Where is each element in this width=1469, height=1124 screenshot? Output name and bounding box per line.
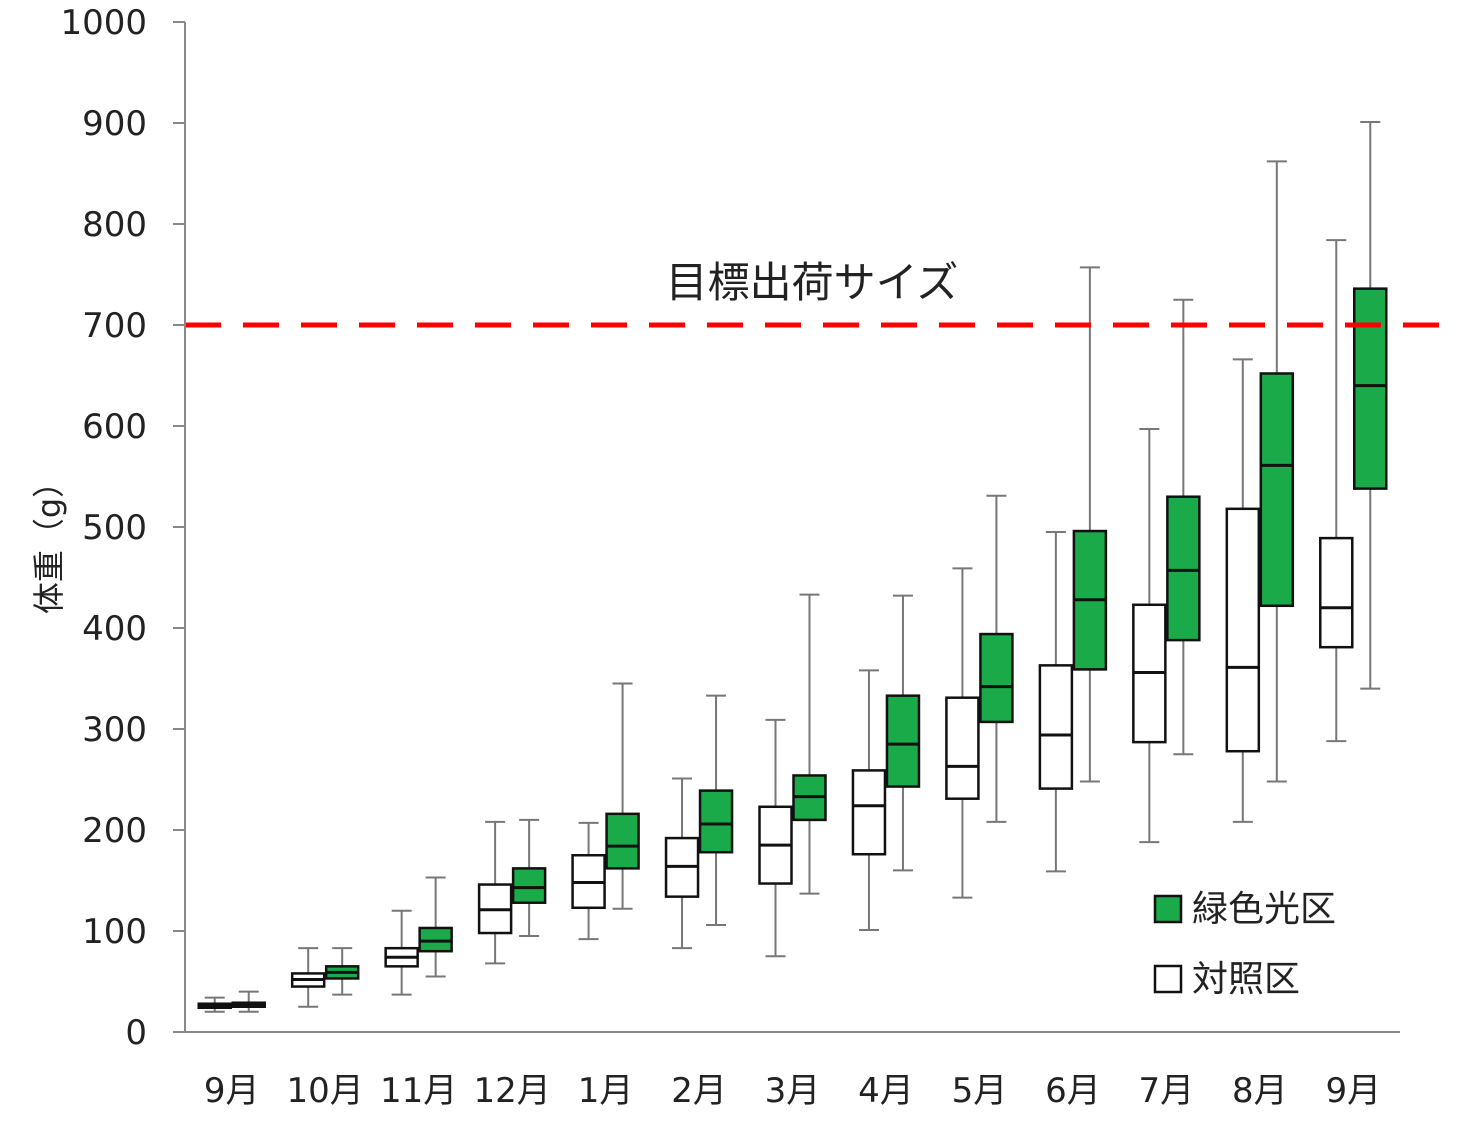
x-tick-label: 3月 [765, 1071, 821, 1111]
x-tick-label: 2月 [671, 1071, 727, 1111]
control-box-10 [1132, 428, 1167, 844]
control-box-11 [1225, 358, 1261, 823]
iqr-box [1225, 507, 1261, 753]
control-box-0 [197, 996, 232, 1013]
y-tick-label: 400 [82, 609, 147, 649]
green-box-8 [979, 494, 1014, 823]
legend-label: 緑色光区 [1192, 889, 1336, 930]
y-tick-label: 700 [82, 306, 147, 346]
y-tick-label: 300 [82, 710, 147, 750]
control-box-6 [758, 718, 793, 958]
x-tick-label: 9月 [1325, 1071, 1381, 1111]
y-tick-label: 600 [82, 407, 147, 447]
control-box-8 [945, 567, 980, 899]
y-tick-label: 800 [82, 205, 147, 245]
y-axis-title: 体重（g） [30, 466, 68, 614]
green-box-7 [885, 594, 921, 872]
green-box-2 [418, 876, 453, 978]
x-tick-label: 9月 [204, 1071, 260, 1111]
y-tick-label: 200 [82, 811, 147, 851]
control-box-1 [290, 947, 326, 1008]
control-box-2 [384, 909, 419, 996]
green-box-10 [1166, 298, 1201, 756]
y-tick-label: 1000 [60, 3, 147, 43]
green-box-5 [698, 694, 734, 926]
control-box-5 [664, 777, 700, 950]
x-tick-label: 10月 [287, 1071, 364, 1111]
green-box-1 [324, 947, 360, 996]
iqr-box [698, 789, 734, 854]
x-tick-label: 1月 [578, 1071, 634, 1111]
iqr-box [511, 867, 547, 904]
control-box-9 [1038, 531, 1074, 873]
y-tick-label: 100 [82, 912, 147, 952]
green-box-4 [605, 682, 640, 910]
iqr-box [1353, 287, 1388, 490]
control-box-3 [477, 820, 513, 965]
legend-swatch [1153, 964, 1183, 994]
control-box-12 [1319, 239, 1354, 743]
x-tick-label: 8月 [1232, 1071, 1288, 1111]
legend-label: 対照区 [1192, 959, 1300, 1000]
x-tick-label: 5月 [952, 1071, 1008, 1111]
iqr-box [851, 769, 887, 856]
green-box-0 [231, 990, 266, 1013]
iqr-box [605, 812, 640, 870]
iqr-box [1259, 372, 1295, 608]
iqr-box [418, 926, 453, 953]
iqr-box [1166, 495, 1201, 642]
y-tick-label: 900 [82, 104, 147, 144]
x-tick-label: 4月 [858, 1071, 914, 1111]
iqr-box [1038, 664, 1074, 790]
iqr-box [1319, 536, 1354, 649]
iqr-box [979, 632, 1014, 724]
x-tick-label: 6月 [1045, 1071, 1101, 1111]
iqr-box [945, 696, 980, 800]
green-box-6 [792, 593, 827, 895]
y-tick-label: 0 [125, 1013, 147, 1053]
x-tick-label: 7月 [1139, 1071, 1195, 1111]
legend-swatch [1153, 894, 1183, 924]
green-box-11 [1259, 160, 1295, 783]
control-box-7 [851, 669, 887, 931]
control-box-4 [571, 821, 606, 941]
green-box-9 [1072, 266, 1108, 783]
target-size-label: 目標出荷サイズ [666, 258, 959, 307]
x-tick-label: 11月 [380, 1071, 457, 1111]
x-tick-label: 12月 [473, 1071, 550, 1111]
y-tick-label: 500 [82, 508, 147, 548]
green-box-12 [1353, 120, 1388, 690]
green-box-3 [511, 818, 547, 938]
iqr-box [885, 694, 921, 788]
